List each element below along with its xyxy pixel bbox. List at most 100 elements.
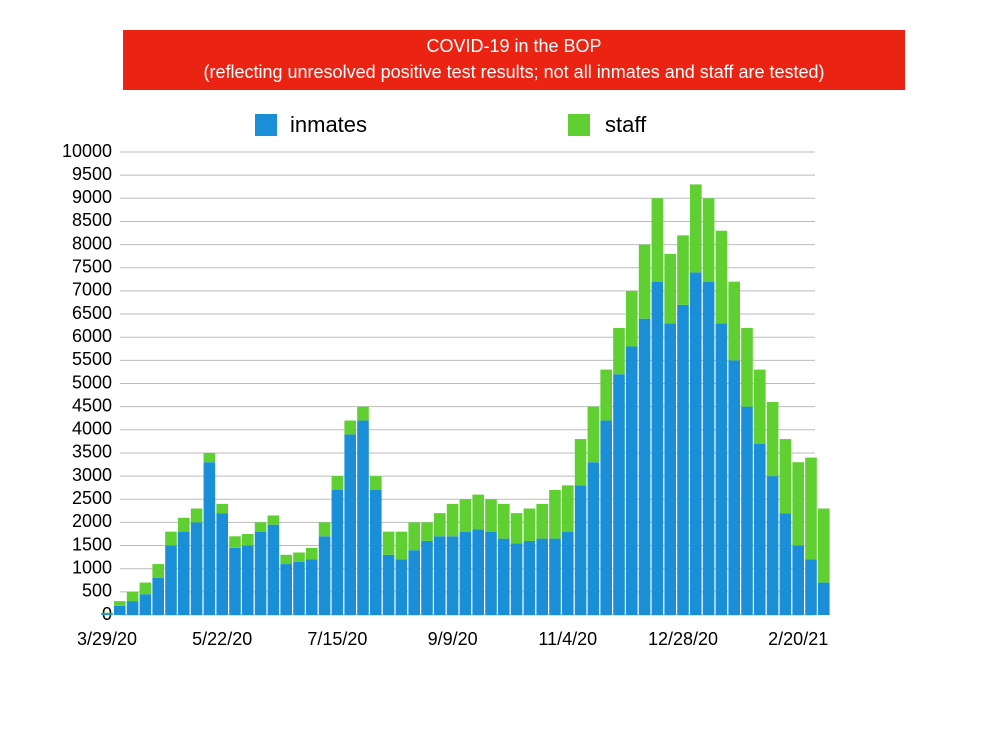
- bar-segment: [190, 508, 203, 523]
- y-tick-label: 10000: [62, 141, 112, 161]
- x-tick-label: 3/29/20: [77, 629, 137, 649]
- bar-segment: [216, 503, 228, 514]
- y-tick-label: 7500: [72, 257, 112, 277]
- bar-segment: [395, 559, 408, 615]
- bar-segment: [587, 406, 600, 463]
- bar-segment: [818, 508, 830, 583]
- y-tick-label: 4000: [72, 419, 112, 439]
- bar-segment: [178, 517, 190, 532]
- bar-segment: [613, 327, 625, 375]
- bar-segment: [574, 439, 587, 486]
- bar-segment: [766, 402, 779, 477]
- bar-segment: [139, 582, 152, 595]
- bar-segment: [280, 554, 292, 565]
- bar-segment: [523, 508, 536, 541]
- y-tick-label: 500: [82, 581, 112, 601]
- bar-segment: [728, 281, 740, 361]
- bar-segment: [664, 253, 676, 324]
- bar-segment: [408, 550, 420, 615]
- y-tick-label: 2500: [72, 488, 112, 508]
- bar-segment: [549, 489, 561, 539]
- bar-segment: [357, 420, 369, 615]
- bar-segment: [293, 552, 305, 562]
- bar-segment: [715, 230, 728, 324]
- bar-segment: [472, 529, 484, 615]
- legend-swatch: [568, 114, 590, 136]
- bar-segment: [523, 540, 536, 615]
- bar-segment: [229, 547, 241, 615]
- bar-segment: [690, 272, 702, 615]
- bar-segment: [126, 601, 139, 615]
- bar-segment: [459, 499, 472, 532]
- bar-segment: [395, 531, 408, 560]
- bar-segment: [331, 489, 344, 615]
- bar-segment: [600, 420, 612, 615]
- bar-segment: [677, 304, 689, 615]
- legend-label: staff: [605, 112, 647, 137]
- bar-segment: [421, 540, 433, 615]
- bar-segment: [446, 503, 459, 537]
- bar-segment: [139, 594, 152, 615]
- bar-segment: [651, 198, 664, 282]
- x-tick-label: 2/20/21: [768, 629, 828, 649]
- bar-segment: [318, 522, 331, 537]
- x-tick-label: 9/9/20: [428, 629, 478, 649]
- chart-subtitle: (reflecting unresolved positive test res…: [204, 62, 825, 82]
- bar-segment: [498, 538, 510, 615]
- bar-segment: [357, 406, 369, 421]
- bar-segment: [190, 522, 203, 615]
- y-tick-label: 7000: [72, 280, 112, 300]
- bar-segment: [510, 513, 523, 544]
- bar-segment: [536, 538, 548, 615]
- bar-segment: [792, 462, 804, 546]
- bar-segment: [254, 522, 267, 532]
- bar-segment: [446, 536, 459, 615]
- bar-segment: [459, 531, 472, 615]
- bar-segment: [421, 522, 433, 541]
- bar-segment: [344, 420, 356, 435]
- bar-segment: [818, 582, 830, 615]
- bar-segment: [805, 559, 817, 615]
- bar-segment: [306, 559, 318, 615]
- bar-segment: [114, 605, 126, 615]
- bar-segment: [741, 327, 753, 407]
- bar-segment: [536, 503, 548, 539]
- bar-segment: [754, 443, 766, 615]
- bar-segment: [664, 323, 676, 615]
- bar-segment: [306, 547, 318, 560]
- x-tick-label: 5/22/20: [192, 629, 252, 649]
- y-tick-label: 3500: [72, 442, 112, 462]
- title-box: [123, 30, 905, 90]
- bar-segment: [178, 531, 190, 615]
- bar-segment: [587, 462, 600, 615]
- bar-segment: [242, 533, 254, 546]
- bar-segment: [613, 374, 625, 615]
- y-tick-label: 9000: [72, 187, 112, 207]
- bar-segment: [408, 522, 420, 551]
- bar-segment: [280, 564, 292, 615]
- bar-segment: [114, 601, 126, 606]
- bar-segment: [472, 494, 484, 530]
- x-tick-label: 12/28/20: [648, 629, 718, 649]
- bar-segment: [229, 536, 241, 548]
- bar-segment: [165, 545, 177, 615]
- chart-title: COVID-19 in the BOP: [426, 36, 601, 56]
- legend-swatch: [255, 114, 277, 136]
- bar-segment: [382, 531, 395, 555]
- bar-segment: [498, 503, 510, 539]
- y-tick-label: 4500: [72, 395, 112, 415]
- bar-segment: [293, 561, 305, 615]
- bar-segment: [382, 554, 395, 615]
- bar-segment: [728, 360, 740, 615]
- bar-segment: [485, 531, 497, 615]
- bar-segment: [702, 281, 715, 615]
- y-tick-label: 8000: [72, 233, 112, 253]
- bar-segment: [203, 452, 216, 463]
- bar-segment: [779, 439, 792, 514]
- bar-segment: [370, 489, 382, 615]
- bar-segment: [562, 485, 574, 532]
- bar-segment: [216, 513, 228, 615]
- bar-segment: [600, 369, 612, 421]
- bar-segment: [792, 545, 804, 615]
